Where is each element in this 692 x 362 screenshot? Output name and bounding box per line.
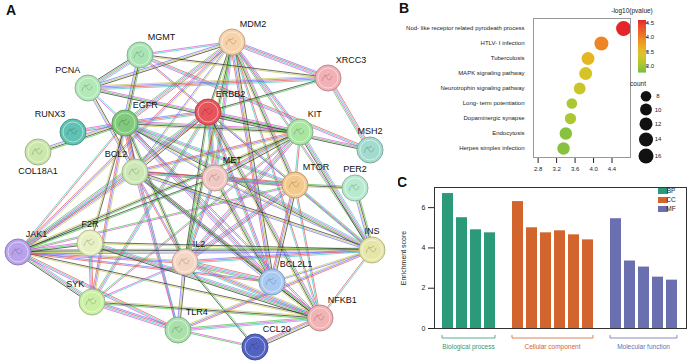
svg-text:-log10(pvalue): -log10(pvalue): [611, 7, 653, 15]
svg-text:Dopaminergic synapse: Dopaminergic synapse: [463, 115, 525, 121]
svg-text:MDM2: MDM2: [240, 19, 266, 29]
svg-text:Molecular function: Molecular function: [617, 343, 670, 350]
svg-text:4.4: 4.4: [608, 166, 617, 172]
svg-text:MGMT: MGMT: [148, 32, 176, 42]
svg-text:PCNA: PCNA: [55, 65, 80, 75]
svg-text:0: 0: [422, 325, 426, 332]
svg-text:3.6: 3.6: [571, 166, 580, 172]
svg-text:IL2: IL2: [193, 239, 206, 249]
svg-text:4.0: 4.0: [589, 166, 598, 172]
svg-text:PER2: PER2: [343, 164, 367, 174]
svg-text:EGFR: EGFR: [133, 100, 159, 110]
svg-text:KIT: KIT: [308, 109, 323, 119]
svg-text:C: C: [398, 175, 407, 190]
svg-text:4.5: 4.5: [646, 20, 655, 26]
svg-text:B: B: [399, 0, 409, 16]
svg-text:count: count: [630, 80, 646, 87]
svg-text:MAPK signaling pathway: MAPK signaling pathway: [458, 70, 524, 76]
svg-text:Long- term potentiation: Long- term potentiation: [463, 100, 525, 106]
svg-text:RUNX3: RUNX3: [35, 109, 66, 119]
svg-text:INS: INS: [364, 226, 379, 236]
svg-text:MET: MET: [223, 155, 243, 165]
svg-text:TLR4: TLR4: [186, 307, 208, 317]
svg-text:Enrichment score: Enrichment score: [400, 231, 407, 286]
svg-text:COL18A1: COL18A1: [18, 166, 58, 176]
svg-text:ERBB2: ERBB2: [216, 89, 246, 99]
svg-text:Herpes simplex infection: Herpes simplex infection: [459, 145, 524, 151]
svg-text:12: 12: [655, 121, 662, 127]
svg-text:4.0: 4.0: [646, 34, 655, 40]
svg-text:NFKB1: NFKB1: [328, 295, 357, 305]
svg-text:MTOR: MTOR: [303, 162, 330, 172]
svg-text:14: 14: [655, 136, 662, 142]
svg-text:2.8: 2.8: [534, 166, 543, 172]
svg-text:Tuberculosis: Tuberculosis: [491, 55, 525, 61]
svg-text:6: 6: [422, 204, 426, 211]
svg-text:16: 16: [655, 153, 662, 159]
svg-text:Biological process: Biological process: [442, 343, 495, 351]
svg-text:3.5: 3.5: [646, 49, 655, 55]
svg-text:Nod- like receptor related pyr: Nod- like receptor related pyrodeath pro…: [406, 25, 524, 31]
svg-text:MSH2: MSH2: [357, 126, 382, 136]
svg-text:BCL2L1: BCL2L1: [280, 259, 313, 269]
svg-text:JAK1: JAK1: [26, 229, 48, 239]
svg-text:Cellular component: Cellular component: [524, 343, 580, 351]
svg-text:A: A: [6, 2, 16, 18]
svg-text:CC: CC: [666, 196, 676, 203]
svg-text:3.2: 3.2: [552, 166, 561, 172]
svg-text:XRCC3: XRCC3: [336, 55, 367, 65]
svg-text:Neurotrophin signaling pathway: Neurotrophin signaling pathway: [440, 85, 524, 91]
svg-text:4: 4: [422, 244, 426, 251]
svg-text:2: 2: [422, 284, 426, 291]
svg-text:BP: BP: [667, 187, 676, 194]
svg-text:10: 10: [655, 107, 662, 113]
svg-text:MF: MF: [666, 205, 675, 212]
svg-text:F2R: F2R: [81, 219, 99, 229]
svg-text:8: 8: [656, 93, 660, 99]
svg-text:HTLV- I infection: HTLV- I infection: [481, 40, 525, 46]
svg-text:3.0: 3.0: [646, 63, 655, 69]
svg-text:CCL20: CCL20: [263, 324, 291, 334]
svg-text:Endocytosis: Endocytosis: [492, 130, 524, 136]
svg-text:BCL2: BCL2: [105, 149, 128, 159]
svg-text:SYK: SYK: [66, 279, 84, 289]
